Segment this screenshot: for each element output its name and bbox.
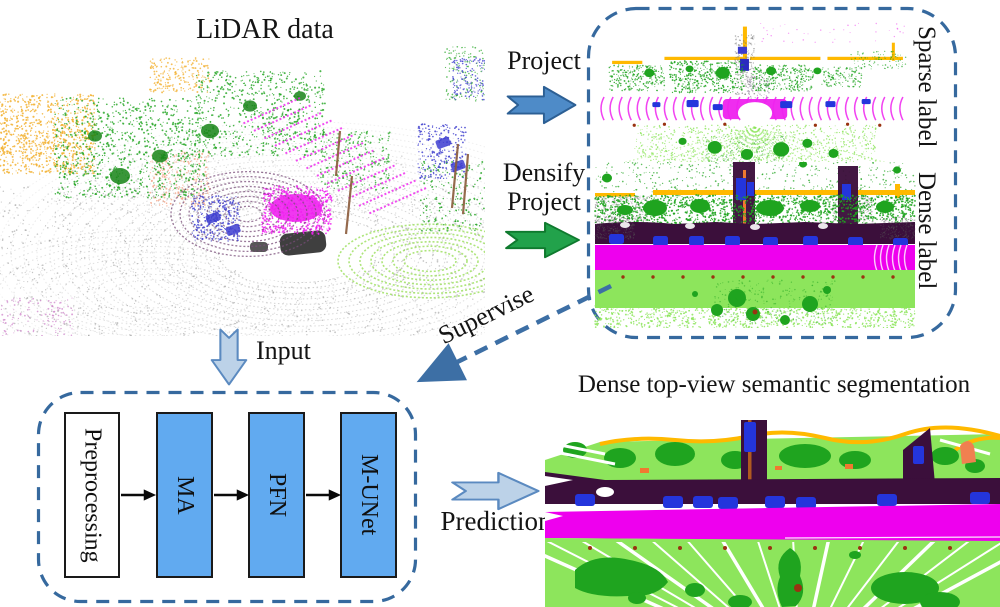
block-pfn: PFN bbox=[248, 412, 305, 578]
densify-project-label: Densify Project bbox=[494, 158, 594, 216]
densify-label-line1: Densify bbox=[502, 158, 586, 187]
dense-label-image bbox=[594, 162, 916, 328]
prediction-output-image bbox=[545, 420, 1000, 607]
labels-box-border bbox=[586, 6, 958, 340]
densify-label-line2: Project bbox=[507, 187, 581, 217]
input-label: Input bbox=[256, 336, 311, 365]
block-ma: MA bbox=[156, 412, 213, 578]
supervise-arrow-icon bbox=[416, 283, 613, 383]
block-pfn-label: PFN bbox=[264, 472, 290, 518]
project-arrow-icon bbox=[506, 85, 577, 125]
input-arrow-icon bbox=[210, 328, 248, 386]
lidar-data-title: LiDAR data bbox=[196, 14, 334, 45]
sparse-label-image bbox=[600, 22, 907, 162]
prediction-arrow-icon bbox=[451, 471, 540, 511]
flow-arrow-icon bbox=[214, 489, 250, 501]
block-preprocessing: Preprocessing bbox=[64, 412, 120, 578]
lidar-point-cloud-image bbox=[0, 45, 485, 336]
prediction-label: Prediction bbox=[440, 506, 552, 536]
flow-arrow-icon bbox=[121, 489, 157, 501]
block-munet: M-UNet bbox=[340, 412, 397, 578]
block-munet-label: M-UNet bbox=[356, 454, 382, 536]
sparse-label-text: Sparse label bbox=[913, 26, 940, 148]
densify-arrow-icon bbox=[505, 221, 580, 259]
flow-arrow-icon bbox=[306, 489, 342, 501]
dense-label-text: Dense label bbox=[913, 172, 940, 290]
block-ma-label: MA bbox=[172, 475, 198, 515]
block-preprocessing-label: Preprocessing bbox=[79, 427, 106, 563]
network-box-border bbox=[36, 390, 418, 604]
output-title: Dense top-view semantic segmentation bbox=[577, 371, 971, 398]
project-label: Project bbox=[507, 46, 581, 75]
